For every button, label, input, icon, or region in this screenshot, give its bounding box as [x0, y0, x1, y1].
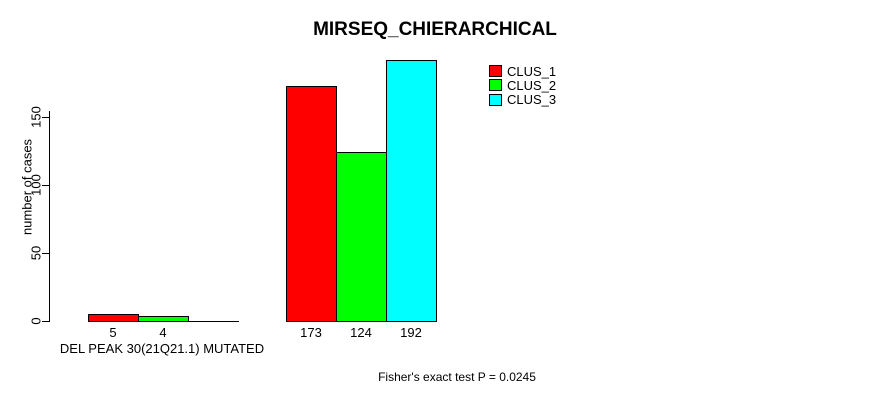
bar-clus_1	[88, 314, 139, 322]
legend-row: CLUS_2	[489, 78, 556, 92]
y-tick	[42, 117, 49, 118]
y-tick	[42, 185, 49, 186]
bar-label: 124	[350, 325, 372, 340]
bar-label: 4	[159, 325, 167, 340]
legend-row: CLUS_3	[489, 93, 556, 107]
bar-clus_3-zero-line	[188, 321, 239, 322]
y-tick-label: 50	[28, 245, 44, 261]
legend-label: CLUS_1	[507, 63, 557, 79]
legend-label: CLUS_3	[507, 92, 557, 108]
bar-label: 5	[109, 325, 117, 340]
y-tick	[42, 253, 49, 254]
y-tick-label: 0	[28, 317, 44, 325]
bar-clus_1	[286, 85, 337, 322]
fisher-test-annotation: Fisher's exact test P = 0.0245	[378, 370, 536, 384]
y-tick	[42, 321, 49, 322]
y-axis-line	[49, 111, 50, 322]
bar-clus_2	[138, 315, 189, 322]
legend-swatch-clus_1	[489, 65, 502, 78]
y-tick-label: 150	[28, 106, 44, 128]
legend-swatch-clus_2	[489, 79, 502, 92]
x-axis-label: DEL PEAK 30(21Q21.1) MUTATED	[59, 341, 265, 356]
bar-clus_2	[336, 152, 387, 322]
y-tick-label: 100	[28, 174, 44, 196]
legend-label: CLUS_2	[507, 77, 557, 93]
bar-label: 192	[400, 325, 422, 340]
legend-row: CLUS_1	[489, 64, 556, 78]
bar-clus_3	[386, 59, 437, 322]
chart-title: MIRSEQ_CHIERARCHICAL	[313, 19, 557, 40]
legend: CLUS_1 CLUS_2 CLUS_3	[489, 64, 556, 107]
legend-swatch-clus_3	[489, 93, 502, 106]
bar-label: 173	[300, 325, 322, 340]
